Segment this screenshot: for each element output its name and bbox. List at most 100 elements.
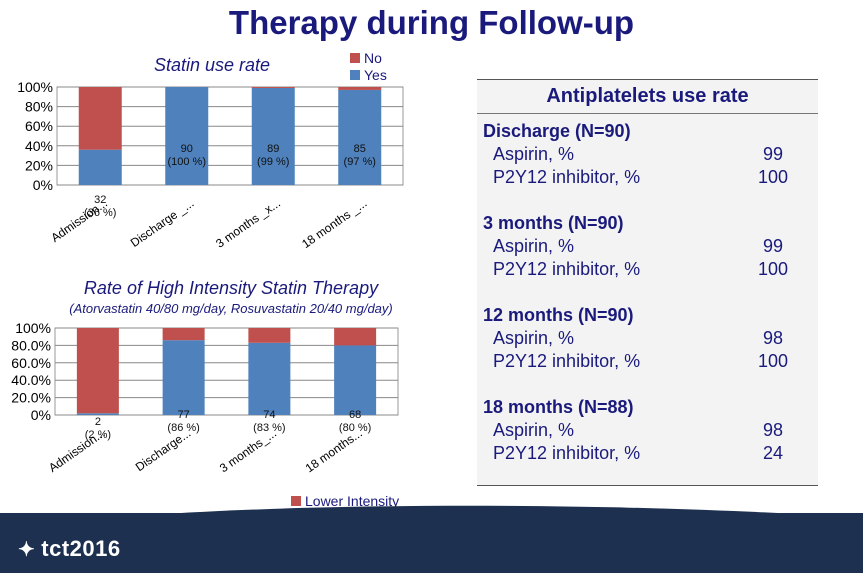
x-tick-label: Admission... [48,196,110,245]
group-title: 12 months (N=90) [483,305,634,325]
bar-lower-intensity [334,328,377,346]
chart-title: Rate of High Intensity Statin Therapy [84,278,379,298]
bar-high-intensity [162,340,205,415]
page-title: Therapy during Follow-up [228,4,635,41]
x-tick-label: Discharge... [133,426,193,474]
data-label: 89 [267,143,279,155]
bar-no [338,87,382,90]
legend-label: Lower Intensity [305,493,399,509]
row-value: 100 [757,351,789,371]
bar-yes [338,89,382,185]
data-label: 77 [178,409,190,421]
bar-yes [165,87,209,185]
legend-label: Yes [364,67,387,83]
table-row: P2Y12 inhibitor, % 100 [483,166,808,189]
x-tick-label: Admission... [46,426,108,475]
legend-swatch [350,70,360,80]
y-tick-label: 20% [25,157,53,173]
bar-no [78,87,122,150]
table-row: P2Y12 inhibitor, % 100 [483,258,808,281]
x-tick-label: Discharge _... [128,196,197,250]
data-label: (36 %) [84,207,116,219]
table-row: P2Y12 inhibitor, % 24 [483,442,808,465]
legend-swatch [350,53,360,63]
data-label: 85 [354,143,366,155]
bar-high-intensity [334,345,377,415]
y-tick-label: 40% [25,138,53,154]
x-tick-label: 18 months _... [299,196,369,251]
table-row: Aspirin, % 98 [483,419,808,442]
group-title: 3 months (N=90) [483,213,624,233]
row-label: Aspirin, % [493,420,575,440]
bar-lower-intensity [76,328,119,414]
row-value: 100 [757,167,789,187]
row-label: P2Y12 inhibitor, % [493,443,641,463]
data-label: (2 %) [85,429,111,441]
group-3-months: 3 months (N=90) Aspirin, % 99 P2Y12 inhib… [483,212,808,281]
data-label: 74 [263,409,275,421]
y-tick-label: 80% [25,99,53,115]
y-tick-label: 20.0% [11,390,51,406]
data-label: 32 [94,194,106,206]
y-tick-label: 100% [15,320,51,336]
antiplatelets-table: Antiplatelets use rate Discharge (N=90) … [477,79,818,486]
high-intensity-statin-chart: Rate of High Intensity Statin Therapy (At… [11,278,399,528]
row-value: 98 [762,420,784,440]
x-tick-label: 3 months _x... [213,196,283,251]
row-value: 100 [757,259,789,279]
tct-logo: ✦ tct2016 [18,536,121,562]
x-tick-label: 18 months... [303,426,365,475]
data-label: (99 %) [257,156,289,168]
y-tick-label: 80.0% [11,337,51,353]
y-tick-label: 60% [25,118,53,134]
data-label: (80 %) [339,422,371,434]
table-row: Aspirin, % 99 [483,143,808,166]
group-18-months: 18 months (N=88) Aspirin, % 98 P2Y12 inhi… [483,396,808,465]
x-tick-label: 3 months_... [217,426,279,475]
bar-no [251,87,295,88]
row-label: P2Y12 inhibitor, % [493,351,641,371]
group-title: 18 months (N=88) [483,397,634,417]
data-label: (97 %) [344,156,376,168]
data-label: (86 %) [167,422,199,434]
row-label: P2Y12 inhibitor, % [493,167,641,187]
bar-lower-intensity [248,328,291,343]
data-label: 2 [95,416,101,428]
y-tick-label: 100% [17,79,53,95]
group-12-months: 12 months (N=90) Aspirin, % 98 P2Y12 inhi… [483,304,808,373]
row-label: Aspirin, % [493,328,575,348]
group-discharge: Discharge (N=90) Aspirin, % 99 P2Y12 inhi… [483,120,808,189]
bar-yes [251,87,295,185]
bar-high-intensity [248,342,291,415]
antiplatelets-header: Antiplatelets use rate [477,80,818,114]
row-value: 98 [762,328,784,348]
legend-swatch [291,496,301,506]
data-label: (83 %) [253,422,285,434]
table-row: P2Y12 inhibitor, % 100 [483,350,808,373]
bar-lower-intensity [162,328,205,341]
tct-star-icon: ✦ [18,539,36,561]
row-label: Aspirin, % [493,144,575,164]
row-label: P2Y12 inhibitor, % [493,259,641,279]
y-tick-label: 0% [31,407,51,423]
bar-high-intensity [76,413,119,415]
y-tick-label: 60.0% [11,355,51,371]
legend-label: No [364,50,382,66]
row-label: Aspirin, % [493,236,575,256]
row-value: 99 [762,236,784,256]
statin-use-chart: Statin use rate 0% 20% 40% 60% 80% 100% 32(36 %… [17,50,404,251]
y-tick-label: 0% [33,177,53,193]
data-label: 90 [181,143,193,155]
row-value: 99 [762,144,784,164]
data-label: 68 [349,409,361,421]
y-tick-label: 40.0% [11,372,51,388]
table-row: Aspirin, % 98 [483,327,808,350]
chart-title: Statin use rate [154,55,270,75]
footer-bar [0,513,863,573]
bar-yes [78,149,122,185]
row-value: 24 [762,443,784,463]
data-label: (100 %) [167,156,206,168]
table-row: Aspirin, % 99 [483,235,808,258]
group-title: Discharge (N=90) [483,121,631,141]
logo-text: tct2016 [41,536,121,561]
